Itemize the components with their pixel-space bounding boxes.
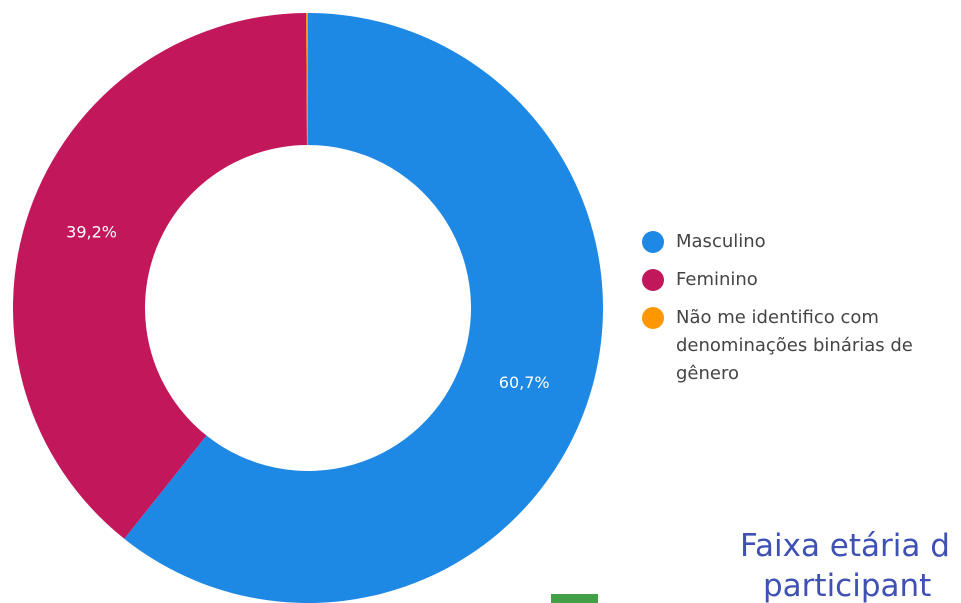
legend-swatch <box>642 307 664 329</box>
legend-swatch <box>642 269 664 291</box>
heading: Faixa etária d <box>740 528 950 564</box>
legend-item: Feminino <box>642 266 961 294</box>
legend-swatch <box>642 231 664 253</box>
data-label: 60,7% <box>499 373 550 392</box>
slice <box>13 13 307 539</box>
slice <box>306 13 308 146</box>
legend-label: Masculino <box>676 231 766 252</box>
legend-item: Não me identifico com denominações binár… <box>642 304 961 388</box>
legend-label: Não me identifico com denominações binár… <box>676 307 913 384</box>
slice <box>124 13 603 603</box>
data-label: 39,2% <box>66 223 117 242</box>
legend: Masculino Feminino Não me identifico com d… <box>642 228 961 398</box>
legend-item: Masculino <box>642 228 961 256</box>
decor-bar <box>551 594 598 603</box>
legend-label: Feminino <box>676 269 758 290</box>
heading: participant <box>763 568 932 603</box>
